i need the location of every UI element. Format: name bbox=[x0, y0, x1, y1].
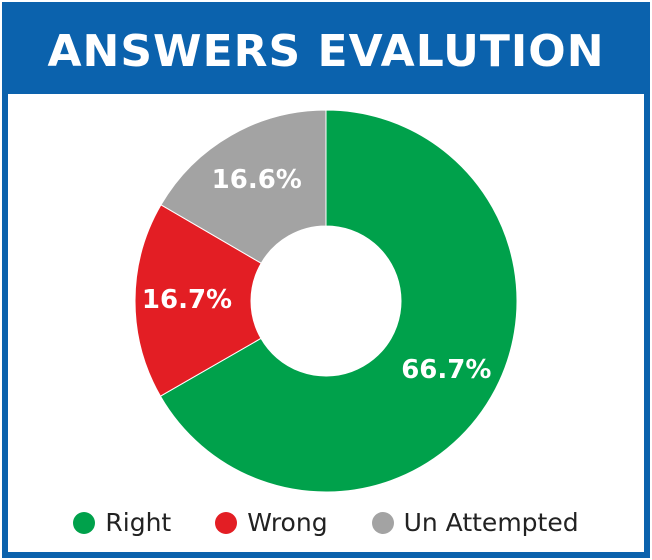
legend-label-wrong: Wrong bbox=[247, 508, 328, 537]
data-label-unattempted: 16.6% bbox=[212, 165, 302, 195]
slice-wrong bbox=[134, 204, 262, 397]
legend-label-right: Right bbox=[105, 508, 172, 537]
legend-swatch-wrong bbox=[215, 511, 238, 534]
legend-item-right: Right bbox=[73, 508, 171, 537]
data-label-wrong: 16.7% bbox=[142, 285, 232, 315]
legend-item-unattempted: Un Attempted bbox=[371, 508, 579, 537]
legend-swatch-right bbox=[73, 511, 96, 534]
donut-chart: 66.7% 16.7% 16.6% bbox=[134, 109, 518, 493]
legend-swatch-unattempted bbox=[371, 511, 394, 534]
title-bar: ANSWERS EVALUTION bbox=[8, 8, 644, 94]
chart-title: ANSWERS EVALUTION bbox=[47, 25, 605, 77]
legend: Right Wrong Un Attempted bbox=[8, 508, 644, 537]
legend-item-wrong: Wrong bbox=[215, 508, 328, 537]
slice-right bbox=[159, 109, 518, 493]
legend-label-unattempted: Un Attempted bbox=[403, 508, 579, 537]
data-label-right: 66.7% bbox=[401, 355, 491, 385]
slice-unattempted bbox=[160, 109, 327, 264]
